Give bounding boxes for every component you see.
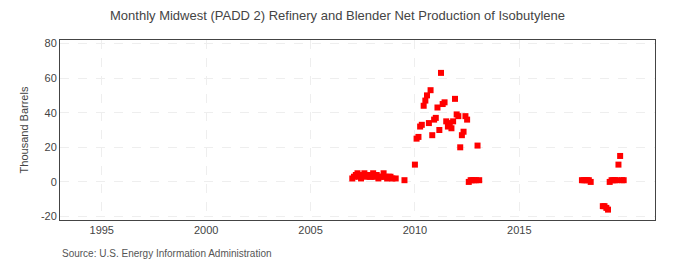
svg-text:0: 0	[51, 176, 57, 188]
svg-text:2000: 2000	[194, 224, 218, 236]
svg-text:60: 60	[45, 72, 57, 84]
svg-text:Monthly Midwest (PADD 2) Refin: Monthly Midwest (PADD 2) Refinery and Bl…	[110, 8, 565, 23]
svg-text:2010: 2010	[403, 224, 427, 236]
svg-text:80: 80	[45, 37, 57, 49]
svg-text:2015: 2015	[507, 224, 531, 236]
svg-text:20: 20	[45, 141, 57, 153]
svg-text:Thousand Barrels: Thousand Barrels	[18, 86, 30, 173]
svg-text:Source: U.S. Energy Informatio: Source: U.S. Energy Information Administ…	[62, 248, 272, 259]
svg-text:-20: -20	[41, 210, 57, 222]
svg-text:40: 40	[45, 107, 57, 119]
svg-text:1995: 1995	[90, 224, 114, 236]
svg-text:2005: 2005	[298, 224, 322, 236]
